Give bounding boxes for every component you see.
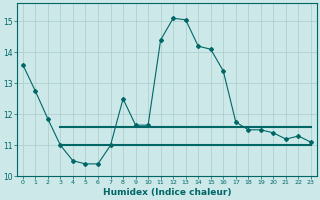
X-axis label: Humidex (Indice chaleur): Humidex (Indice chaleur) xyxy=(103,188,231,197)
